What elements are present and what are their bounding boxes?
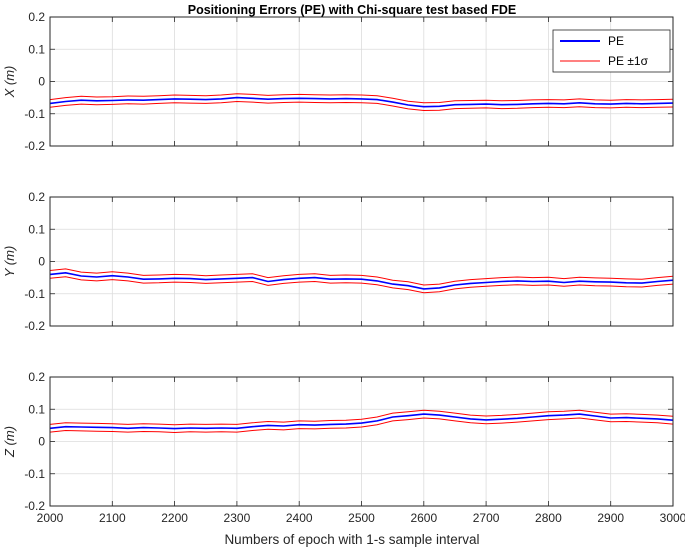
legend-box xyxy=(552,29,671,73)
panel-3: -0.2 -0.1 0 0.1 0.2 2000 2100 2200 2300 2400 2500 2… xyxy=(2,370,685,525)
x-tick-label: 2500 xyxy=(348,511,375,525)
panels: -0.2 -0.1 0 0.1 0.2 X (m) -0.2 -0.1 0 0.1 0.2 Y (m)… xyxy=(2,10,685,525)
y-tick-label: 0.1 xyxy=(28,222,45,236)
y-tick-label: -0.1 xyxy=(24,287,45,301)
series-line-upper-bound xyxy=(49,409,674,426)
y-tick-label: -0.2 xyxy=(24,139,45,153)
series-line-upper-bound xyxy=(49,268,674,286)
y-tick-label: 0.2 xyxy=(28,190,45,204)
legend-label-pe: PE xyxy=(608,34,624,48)
y-tick-label: 0 xyxy=(38,435,45,449)
y-axis-label: Y (m) xyxy=(2,246,17,278)
x-tick-label: 2800 xyxy=(535,511,562,525)
panel-2: -0.2 -0.1 0 0.1 0.2 Y (m) xyxy=(2,190,674,333)
y-tick-label: 0.1 xyxy=(28,402,45,416)
y-tick-label: -0.2 xyxy=(24,499,45,513)
series-line-upper-bound xyxy=(49,93,674,104)
series-line-pe xyxy=(49,271,674,290)
series-line-lower-bound xyxy=(49,276,674,294)
y-tick-label: -0.2 xyxy=(24,319,45,333)
axes-frame xyxy=(49,196,674,327)
x-axis-label: Numbers of epoch with 1-s sample interva… xyxy=(224,532,479,547)
x-tick-label: 2900 xyxy=(597,511,624,525)
y-tick-label: 0.2 xyxy=(28,10,45,24)
x-tick-label: 3000 xyxy=(660,511,685,525)
y-tick-label: 0 xyxy=(38,255,45,269)
y-tick-label: -0.1 xyxy=(24,107,45,121)
x-tick-label: 2000 xyxy=(37,511,64,525)
x-tick-label: 2700 xyxy=(473,511,500,525)
x-tick-label: 2300 xyxy=(224,511,251,525)
chart-title: Positioning Errors (PE) with Chi-square … xyxy=(188,3,517,17)
y-tick-label: 0.2 xyxy=(28,370,45,384)
x-tick-label: 2200 xyxy=(161,511,188,525)
y-tick-label: 0 xyxy=(38,75,45,89)
y-axis-label: Z (m) xyxy=(2,426,17,458)
series-line-pe xyxy=(49,413,674,430)
x-tick-label: 2600 xyxy=(410,511,437,525)
series-line-lower-bound xyxy=(49,100,674,112)
y-axis-label: X (m) xyxy=(2,66,17,99)
series-line-pe xyxy=(49,96,674,108)
series-line-lower-bound xyxy=(49,417,674,434)
axes-frame xyxy=(49,376,674,507)
legend-label-bound: PE ±1σ xyxy=(608,54,649,68)
axes-frame xyxy=(49,16,674,147)
x-tick-label: 2400 xyxy=(286,511,313,525)
y-tick-label: -0.1 xyxy=(24,467,45,481)
y-tick-label: 0.1 xyxy=(28,42,45,56)
x-tick-label: 2100 xyxy=(99,511,126,525)
legend: PE PE ±1σ xyxy=(552,29,671,73)
